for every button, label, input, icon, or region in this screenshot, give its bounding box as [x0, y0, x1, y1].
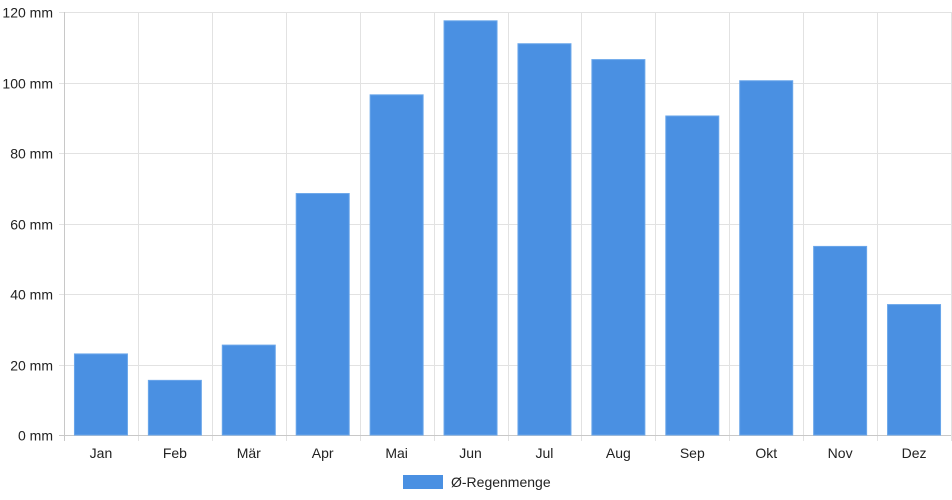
- x-tick-label: Apr: [312, 445, 334, 461]
- x-tick-label: Jul: [536, 445, 554, 461]
- x-tick-label: Mär: [237, 445, 261, 461]
- bar: [665, 115, 720, 436]
- y-tick-label: 60 mm: [10, 217, 53, 233]
- x-tick-label: Nov: [828, 445, 853, 461]
- y-tick-label: 20 mm: [10, 358, 53, 374]
- legend-swatch: [403, 475, 443, 489]
- bar: [887, 304, 942, 436]
- x-tick-label: Mai: [385, 445, 408, 461]
- y-tick-label: 120 mm: [2, 5, 53, 21]
- bar: [591, 59, 646, 436]
- x-tick-label: Feb: [163, 445, 187, 461]
- x-tick-label: Sep: [680, 445, 705, 461]
- x-tick-label: Okt: [755, 445, 777, 461]
- bar: [73, 353, 128, 436]
- legend[interactable]: Ø-Regenmenge: [403, 474, 551, 490]
- bar: [739, 80, 794, 436]
- bar: [295, 193, 350, 436]
- bar: [443, 20, 498, 436]
- bar: [221, 344, 276, 436]
- y-tick-label: 40 mm: [10, 287, 53, 303]
- bar: [147, 379, 202, 436]
- x-tick-label: Dez: [902, 445, 927, 461]
- y-tick-label: 80 mm: [10, 146, 53, 162]
- x-tick-label: Jun: [459, 445, 482, 461]
- bar: [813, 245, 868, 436]
- legend-label: Ø-Regenmenge: [451, 474, 551, 490]
- bar: [517, 43, 572, 436]
- y-tick-label: 100 mm: [2, 76, 53, 92]
- bar: [369, 94, 424, 436]
- x-tick-label: Jan: [90, 445, 113, 461]
- x-tick-label: Aug: [606, 445, 631, 461]
- y-tick-label: 0 mm: [18, 428, 53, 444]
